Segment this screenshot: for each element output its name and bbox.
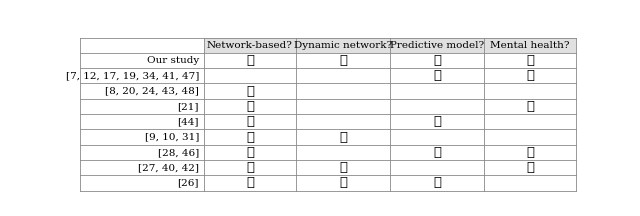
Text: [28, 46]: [28, 46] <box>158 148 199 157</box>
Text: [26]: [26] <box>177 178 199 187</box>
Text: Predictive model?: Predictive model? <box>390 41 484 50</box>
Text: [8, 20, 24, 43, 48]: [8, 20, 24, 43, 48] <box>105 87 199 96</box>
Text: ✓: ✓ <box>246 146 254 159</box>
Text: ✓: ✓ <box>339 176 347 189</box>
Text: ✓: ✓ <box>246 115 254 128</box>
Text: ✓: ✓ <box>246 54 254 67</box>
Text: [9, 10, 31]: [9, 10, 31] <box>145 133 199 141</box>
Text: Mental health?: Mental health? <box>490 41 570 50</box>
Text: Our study: Our study <box>147 56 199 65</box>
Text: ✓: ✓ <box>339 161 347 174</box>
Text: ✓: ✓ <box>433 69 441 82</box>
Text: ✓: ✓ <box>339 130 347 143</box>
Bar <box>204 38 576 53</box>
Text: Network-based?: Network-based? <box>207 41 293 50</box>
Text: ✓: ✓ <box>526 146 534 159</box>
Text: ✓: ✓ <box>433 54 441 67</box>
Text: [21]: [21] <box>177 102 199 111</box>
Text: ✓: ✓ <box>246 161 254 174</box>
Text: ✓: ✓ <box>526 54 534 67</box>
Text: [7, 12, 17, 19, 34, 41, 47]: [7, 12, 17, 19, 34, 41, 47] <box>66 71 199 80</box>
Text: ✓: ✓ <box>526 161 534 174</box>
Text: [27, 40, 42]: [27, 40, 42] <box>138 163 199 172</box>
Text: ✓: ✓ <box>526 69 534 82</box>
Text: ✓: ✓ <box>433 176 441 189</box>
Text: ✓: ✓ <box>246 130 254 143</box>
Text: [44]: [44] <box>177 117 199 126</box>
Text: ✓: ✓ <box>339 54 347 67</box>
Text: ✓: ✓ <box>246 100 254 113</box>
Text: ✓: ✓ <box>433 115 441 128</box>
Text: ✓: ✓ <box>526 100 534 113</box>
Text: Dynamic network?: Dynamic network? <box>294 41 392 50</box>
Text: ✓: ✓ <box>433 146 441 159</box>
Text: ✓: ✓ <box>246 85 254 98</box>
Text: ✓: ✓ <box>246 176 254 189</box>
